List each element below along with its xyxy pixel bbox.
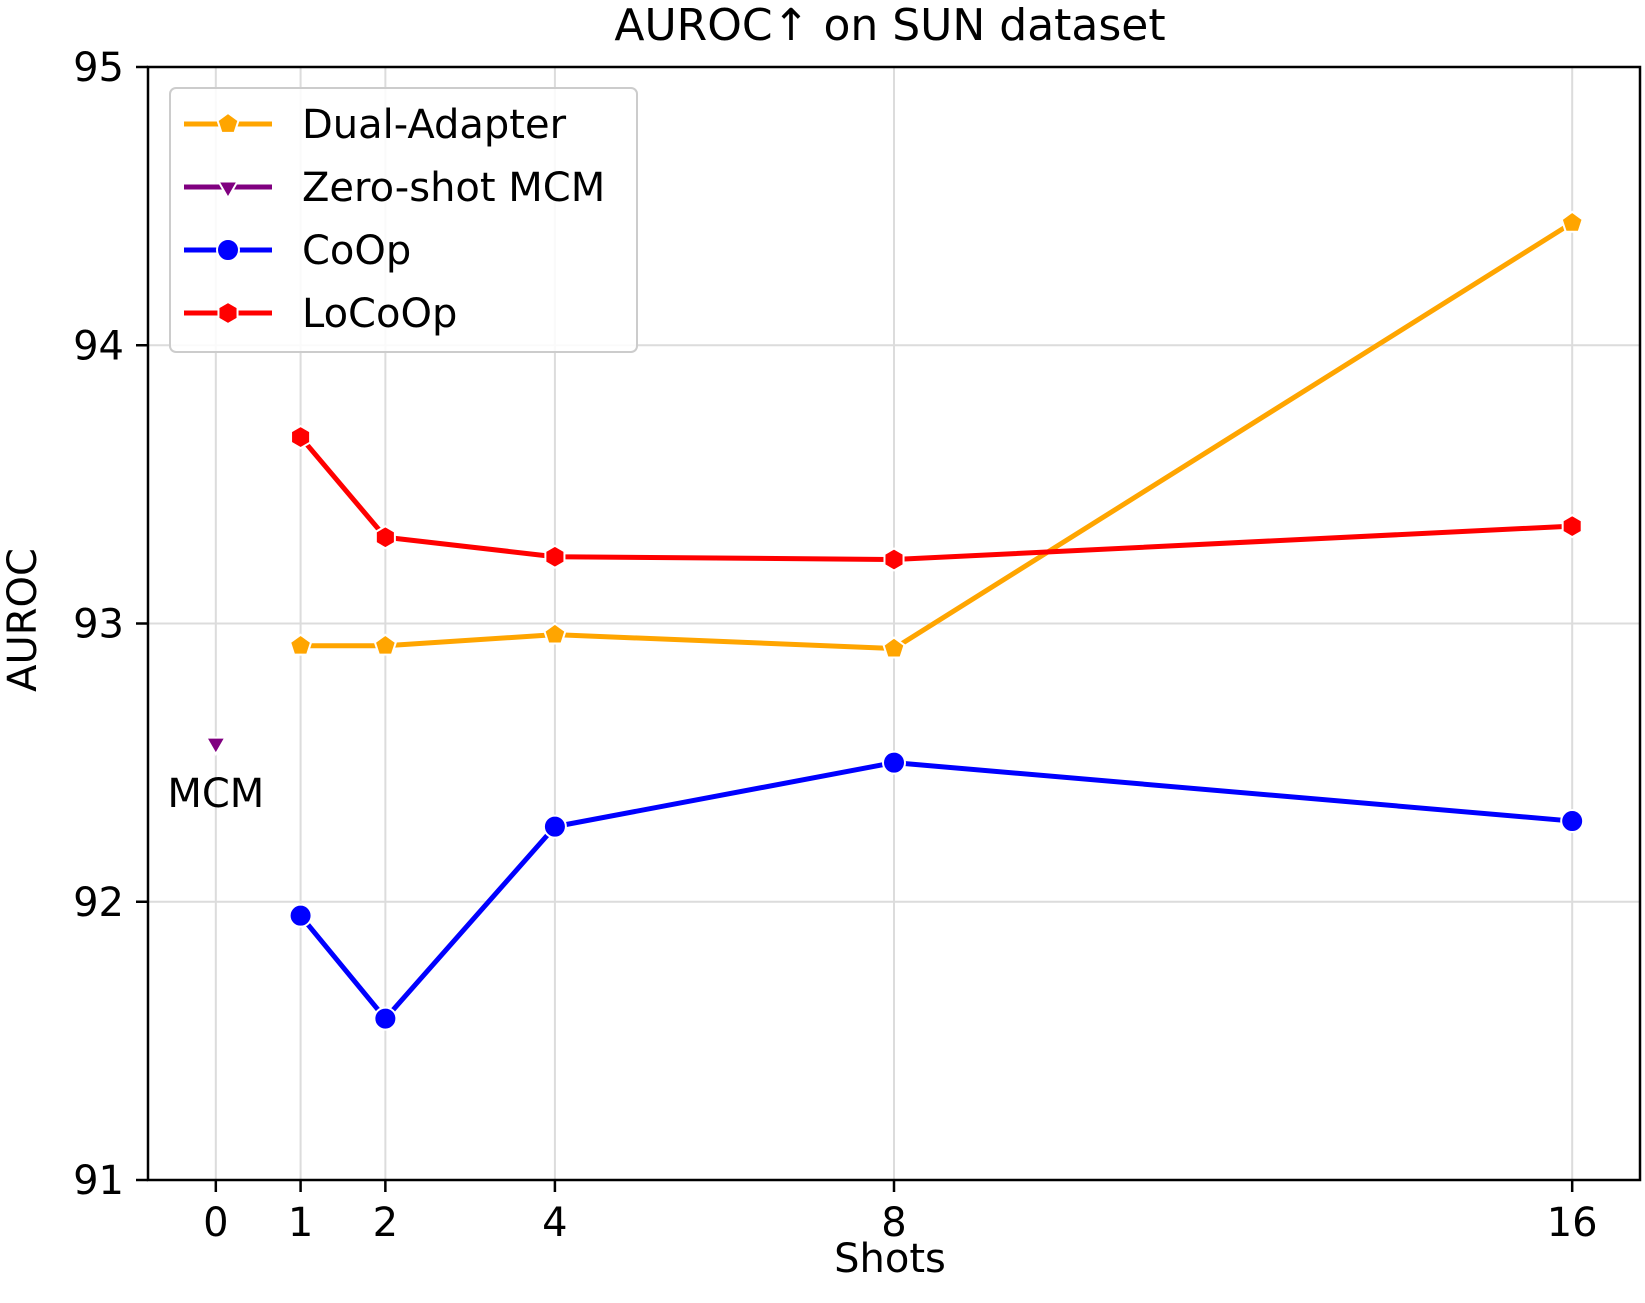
legend-marker-locoop <box>217 300 239 326</box>
x-axis-label: Shots <box>834 1236 946 1282</box>
x-tick-label: 4 <box>542 1200 567 1246</box>
data-point-dual-adapter <box>373 633 398 656</box>
chart-title: AUROC↑ on SUN dataset <box>614 0 1165 51</box>
data-point-coop <box>882 750 906 775</box>
legend-label-locoop: LoCoOp <box>302 291 457 337</box>
x-tick-label: 2 <box>373 1200 398 1246</box>
x-tick-label: 1 <box>288 1200 313 1246</box>
data-point-locoop <box>1561 513 1583 539</box>
data-point-dual-adapter <box>1560 210 1584 233</box>
data-point-dual-adapter <box>543 622 567 645</box>
x-tick-label: 8 <box>881 1200 906 1246</box>
data-point-locoop <box>544 544 566 569</box>
data-point-coop <box>373 1006 398 1031</box>
legend-marker-coop <box>216 238 240 262</box>
y-tick-label: 94 <box>73 323 124 369</box>
y-tick-label: 95 <box>73 45 124 91</box>
legend-marker-zero-shot-mcm <box>216 180 240 200</box>
data-point-locoop <box>374 525 396 550</box>
x-tick-label: 0 <box>203 1200 228 1246</box>
data-point-coop <box>542 814 567 839</box>
x-tick-label: 16 <box>1547 1200 1598 1246</box>
data-point-zero-shot-mcm <box>204 736 228 757</box>
y-tick-label: 93 <box>73 602 124 648</box>
data-point-locoop <box>290 424 312 450</box>
series-line-coop <box>298 760 1573 1022</box>
annotations: MCM <box>167 771 264 817</box>
legend-marker-dual-adapter <box>216 111 240 134</box>
y-axis-label: AUROC <box>0 548 46 692</box>
y-tick-label: 92 <box>73 880 124 926</box>
legend-label-zero-shot-mcm: Zero-shot MCM <box>302 165 605 211</box>
legend-label-coop: CoOp <box>302 228 411 274</box>
series-group <box>204 210 1585 1031</box>
data-point-dual-adapter <box>288 633 313 656</box>
y-tick-label: 91 <box>73 1158 124 1204</box>
legend-box <box>169 87 638 353</box>
legend: Dual-Adapter Zero-shot MCM CoOp LoCoOp <box>169 87 638 353</box>
data-point-coop <box>288 903 313 928</box>
annotation-label: MCM <box>167 771 264 817</box>
data-point-locoop <box>883 547 905 572</box>
legend-label-dual-adapter: Dual-Adapter <box>302 102 567 148</box>
data-point-dual-adapter <box>882 636 906 659</box>
axis-ticks: 0 1 2 4 8 16 91 92 93 94 95 <box>73 45 1598 1246</box>
series-line-locoop <box>298 435 1573 562</box>
data-point-coop <box>1560 809 1585 834</box>
